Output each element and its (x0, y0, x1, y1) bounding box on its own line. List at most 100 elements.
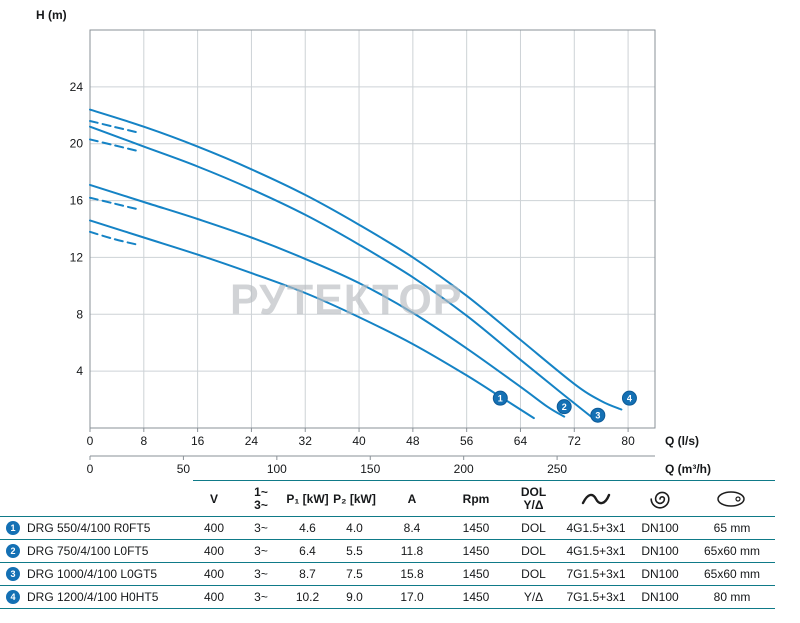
outlet-cell: 65x60 mm (703, 544, 761, 558)
svg-text:200: 200 (454, 462, 474, 476)
svg-text:3: 3 (595, 411, 600, 421)
phase-cell: 3~ (254, 521, 268, 535)
dn-cell: DN100 (641, 590, 679, 604)
grid (90, 30, 655, 428)
model-cell: 4 DRG 1200/4/100 H0HT5 (0, 590, 190, 604)
current-header: A (407, 491, 417, 506)
svg-text:24: 24 (245, 434, 259, 448)
p1-cell: 6.4 (299, 544, 316, 558)
voltage-header: V (209, 491, 218, 506)
starting-cell: DOL (521, 521, 546, 535)
phase-3-label: 3~ (254, 497, 268, 512)
voltage-cell: 400 (203, 590, 225, 604)
p2-cell: 4.0 (346, 521, 363, 535)
curve-marker-badge (492, 390, 508, 406)
pump-curves (89, 108, 623, 420)
curve-markers: 1 2 3 4 (492, 390, 637, 423)
starting-cell: DOL (521, 567, 546, 581)
dn-cell: DN100 (641, 521, 679, 535)
catalog-page: 0 8 16 24 32 40 48 56 64 72 80 4 8 12 16 20 24 0 50 100 150 2… (0, 8, 775, 609)
model-name: DRG 550/4/100 R0FT5 (27, 521, 151, 535)
outlet-cell: 80 mm (713, 590, 751, 604)
model-name: DRG 1200/4/100 H0HT5 (27, 590, 159, 604)
curve-number-badge: 4 (6, 590, 20, 604)
svg-text:32: 32 (299, 434, 313, 448)
svg-text:64: 64 (514, 434, 528, 448)
axis-title: Q (l/s) (665, 434, 699, 448)
rpm-cell: 1450 (462, 521, 490, 535)
starting-cell: Y/Δ (523, 590, 544, 604)
rpm-header: Rpm (462, 491, 490, 506)
svg-text:16: 16 (191, 434, 205, 448)
svg-text:8: 8 (140, 434, 147, 448)
svg-text:40: 40 (352, 434, 366, 448)
current-cell: 11.8 (400, 544, 424, 558)
svg-text:150: 150 (360, 462, 380, 476)
curve-solid (89, 108, 623, 411)
table-row: 2 DRG 750/4/100 L0FT5 400 3~ 6.4 5.5 11.… (0, 540, 775, 563)
axis-title: H (m) (36, 8, 67, 22)
current-cell: 8.4 (403, 521, 421, 535)
voltage-cell: 400 (203, 521, 225, 535)
p1-cell: 10.2 (295, 590, 320, 604)
p2-header: P₂ [kW] (333, 491, 376, 506)
table-body: 1 DRG 550/4/100 R0FT5 400 3~ 4.6 4.0 8.4… (0, 517, 775, 609)
table-row: 3 DRG 1000/4/100 L0GT5 400 3~ 8.7 7.5 15… (0, 563, 775, 586)
curve-marker-badge (590, 407, 606, 423)
cable-cell: 7G1.5+3x1 (566, 590, 626, 604)
pump-curve-chart: 0 8 16 24 32 40 48 56 64 72 80 4 8 12 16 20 24 0 50 100 150 2… (36, 8, 711, 476)
curve-dashed-segment (89, 138, 139, 152)
svg-text:4: 4 (627, 394, 632, 404)
starting-header: DOL Y/Δ (506, 484, 561, 512)
rpm-cell: 1450 (462, 567, 490, 581)
svg-text:80: 80 (621, 434, 635, 448)
phase-cell: 3~ (254, 567, 268, 581)
table-header-row: V 1~ 3~ P₁ [kW] P₂ [kW] A Rpm DOL Y/Δ (0, 481, 775, 517)
current-cell: 15.8 (400, 567, 424, 581)
curve-dashed-segment (89, 230, 139, 246)
impeller-icon (650, 491, 670, 509)
p2-cell: 5.5 (346, 544, 363, 558)
model-cell: 3 DRG 1000/4/100 L0GT5 (0, 567, 190, 581)
table-row: 1 DRG 550/4/100 R0FT5 400 3~ 4.6 4.0 8.4… (0, 517, 775, 540)
dn-cell: DN100 (641, 567, 679, 581)
model-name: DRG 750/4/100 L0FT5 (27, 544, 149, 558)
phase-header: 1~ 3~ (238, 485, 284, 512)
voltage-cell: 400 (203, 567, 225, 581)
p2-cell: 7.5 (346, 567, 363, 581)
svg-text:100: 100 (267, 462, 287, 476)
cable-cell: 4G1.5+3x1 (566, 544, 626, 558)
cable-cell: 7G1.5+3x1 (566, 567, 626, 581)
curve-solid (89, 183, 566, 418)
p1-cell: 8.7 (299, 567, 316, 581)
outlet-cell: 65x60 mm (703, 567, 761, 581)
table-row: 4 DRG 1200/4/100 H0HT5 400 3~ 10.2 9.0 1… (0, 586, 775, 609)
svg-text:48: 48 (406, 434, 420, 448)
outlet-header (689, 490, 775, 508)
cable-header (561, 490, 631, 508)
star-delta-label: Y/Δ (523, 497, 544, 512)
starting-cell: DOL (521, 544, 546, 558)
p1-cell: 4.6 (299, 521, 316, 535)
outlet-cell: 65 mm (713, 521, 751, 535)
svg-text:2: 2 (562, 402, 567, 412)
p1-header: P₁ [kW] (286, 491, 329, 506)
current-cell: 17.0 (400, 590, 424, 604)
svg-text:12: 12 (70, 250, 84, 264)
p2-cell: 9.0 (346, 590, 363, 604)
svg-text:56: 56 (460, 434, 474, 448)
model-name: DRG 1000/4/100 L0GT5 (27, 567, 158, 581)
axis-title: Q (m³/h) (665, 462, 711, 476)
svg-text:16: 16 (70, 194, 84, 208)
spec-table: V 1~ 3~ P₁ [kW] P₂ [kW] A Rpm DOL Y/Δ (0, 480, 775, 609)
voltage-cell: 400 (203, 544, 225, 558)
curve-number-badge: 2 (6, 544, 20, 558)
table-top-rule (193, 480, 775, 481)
curve-marker-badge (556, 399, 572, 415)
dol-label: DOL (520, 484, 547, 499)
curve-number-badge: 1 (6, 521, 20, 535)
svg-text:1: 1 (498, 394, 503, 404)
outlet-port-icon (717, 490, 745, 507)
